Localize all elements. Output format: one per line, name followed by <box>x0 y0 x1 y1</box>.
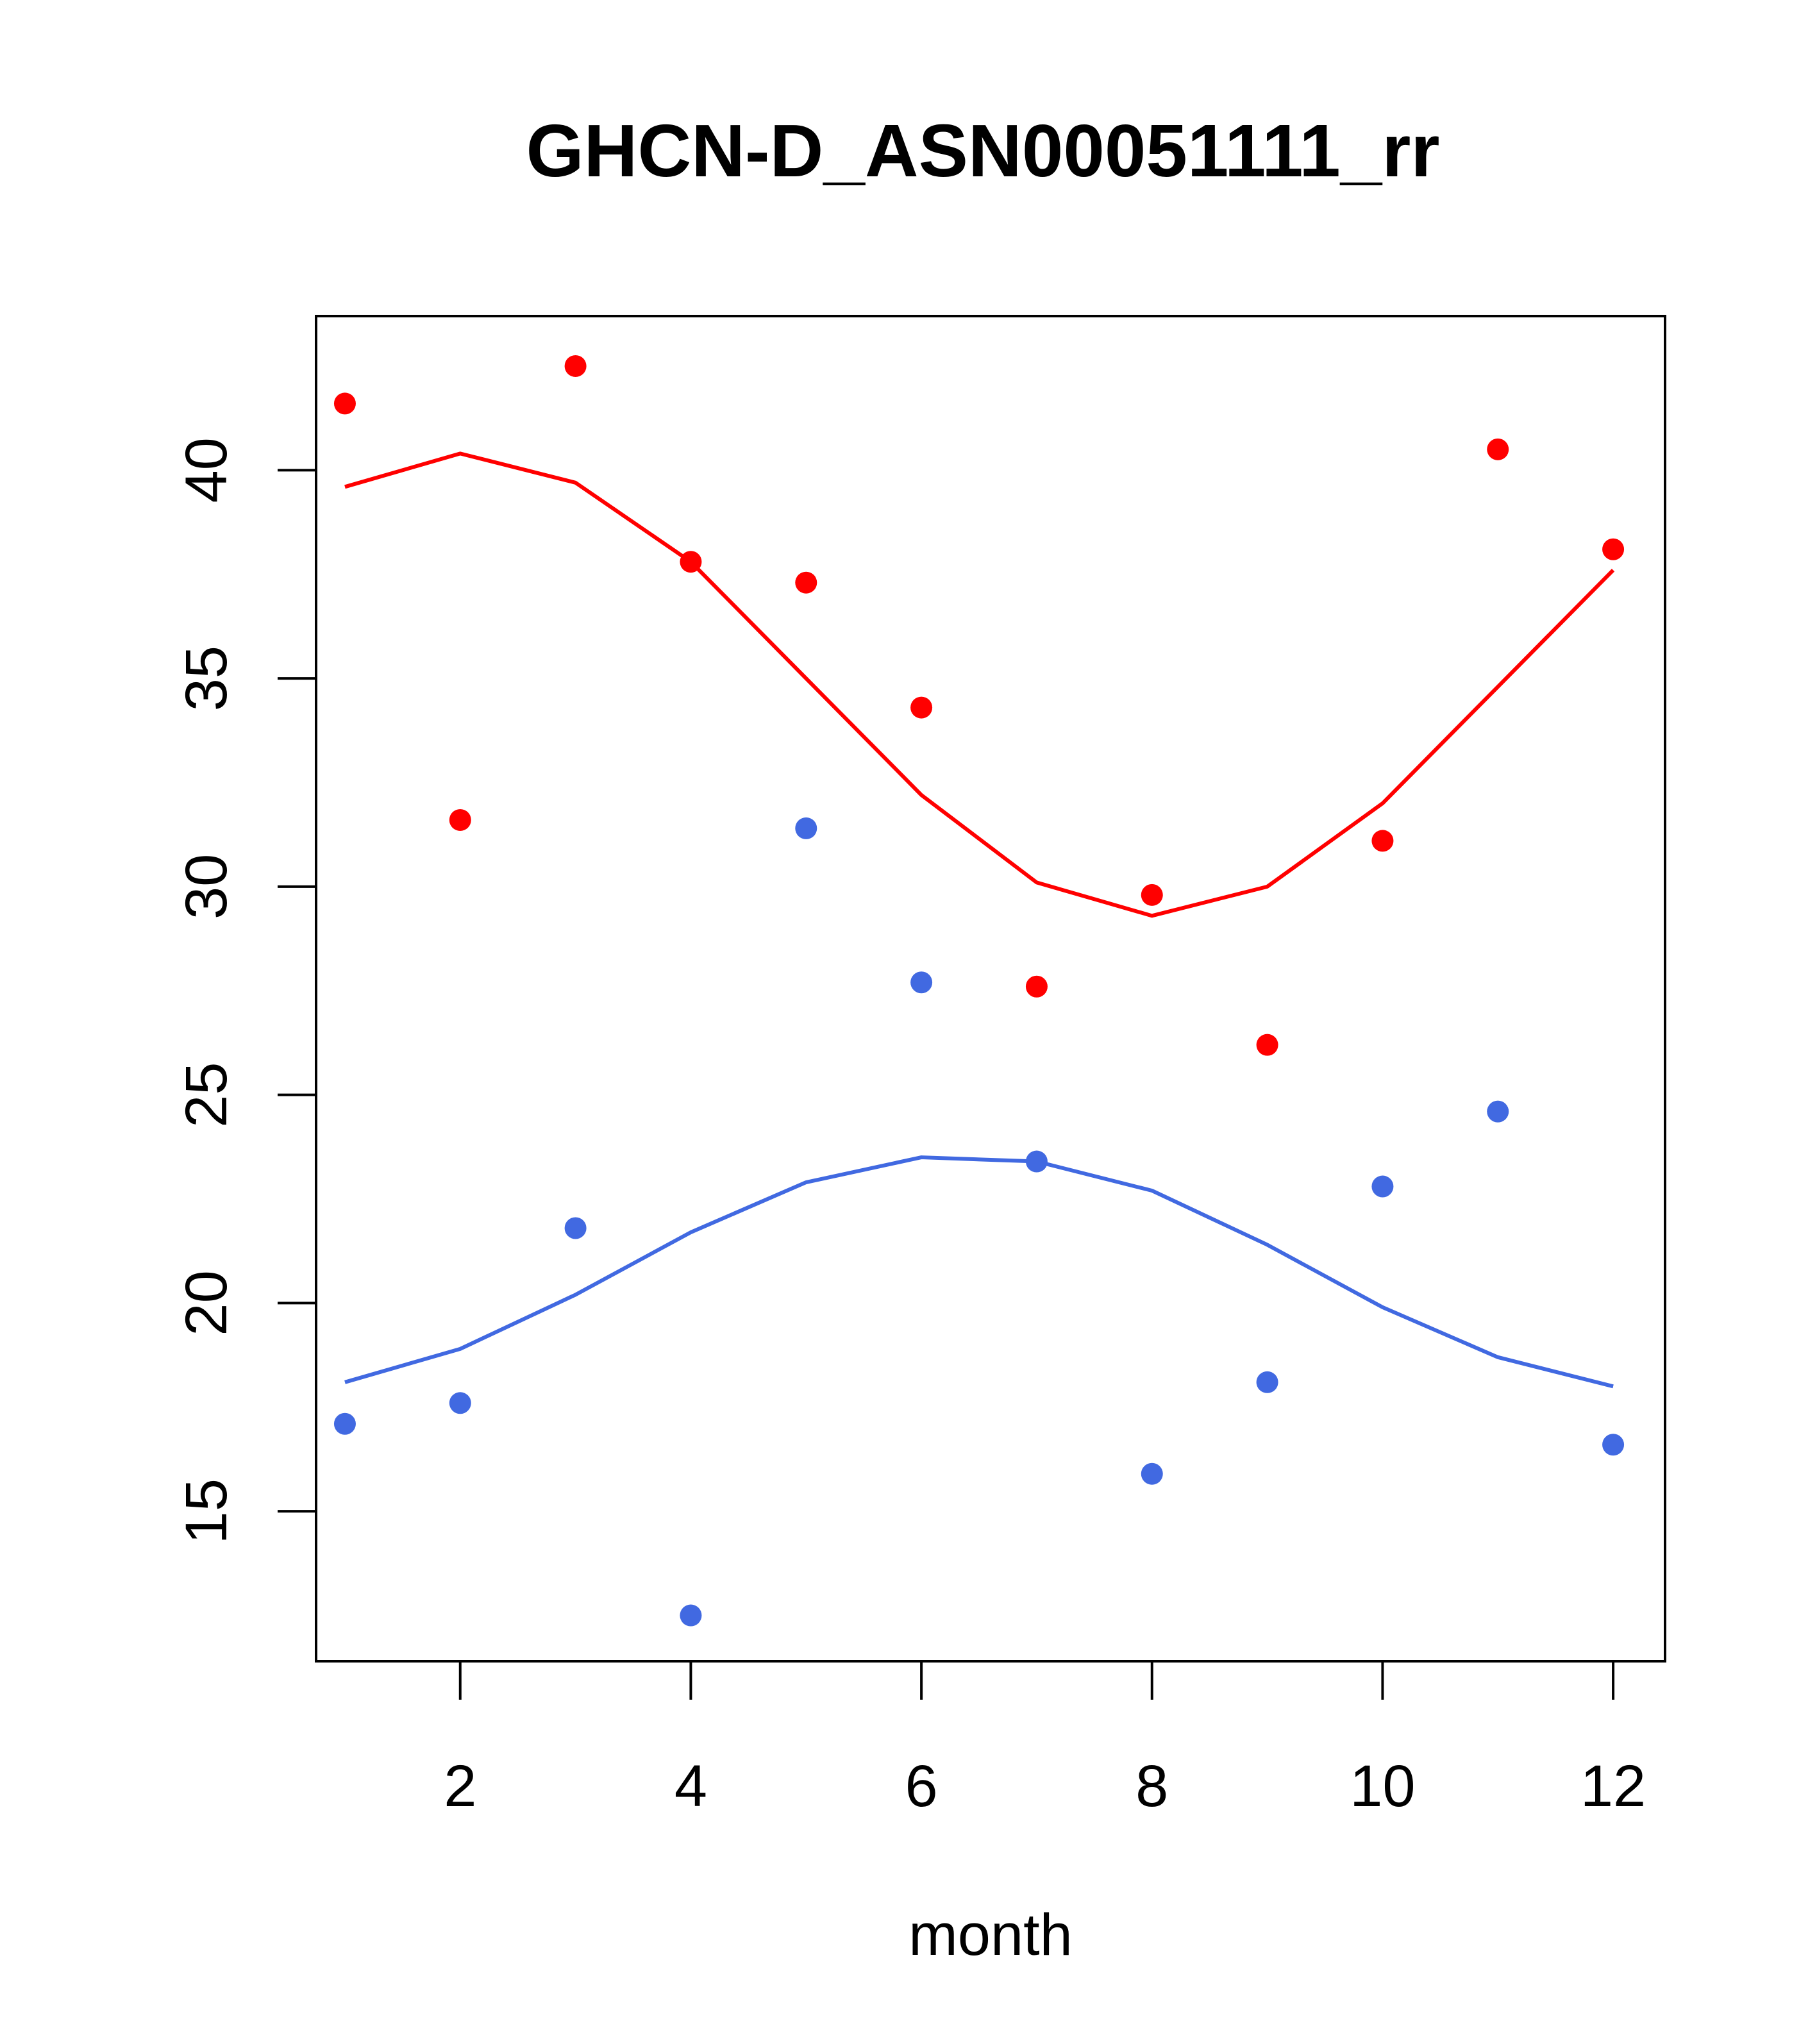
x-tick-label: 4 <box>674 1754 707 1819</box>
series-1-point <box>333 392 356 415</box>
plot-frame <box>315 315 1666 1663</box>
y-tick-label: 15 <box>174 1479 239 1544</box>
y-tick-label: 20 <box>174 1270 239 1336</box>
series-1-point <box>1025 975 1048 998</box>
series-2-point <box>1025 1150 1048 1173</box>
series-1-point <box>449 808 471 831</box>
series-1-point <box>564 355 587 377</box>
series-1-point <box>910 696 933 719</box>
x-tick-label: 10 <box>1350 1754 1415 1819</box>
x-tick-label: 8 <box>1135 1754 1168 1819</box>
series-1-point <box>1371 830 1394 852</box>
series-2-point <box>333 1412 356 1435</box>
series-2-point <box>680 1604 702 1627</box>
series-2-point <box>1602 1434 1625 1456</box>
axes: 2 4 6 8 10 12 15 20 25 30 35 40 <box>174 437 1646 1819</box>
series-2-point <box>449 1392 471 1414</box>
series-1-point <box>1256 1034 1278 1056</box>
y-tick-label: 40 <box>174 437 239 503</box>
series-2-line <box>344 1155 1614 1389</box>
y-tick-label: 35 <box>174 646 239 711</box>
x-axis-label: month <box>908 1902 1073 1968</box>
series-2-point <box>910 971 933 994</box>
x-tick-label: 2 <box>444 1754 476 1819</box>
y-tick-label: 25 <box>174 1062 239 1127</box>
plot-area <box>333 355 1625 1627</box>
series-1-point <box>1141 884 1163 906</box>
chart-title: GHCN-D_ASN00051111_rr <box>526 109 1439 192</box>
y-tick-label: 30 <box>174 854 239 919</box>
series-2-point <box>1256 1371 1278 1393</box>
series-2-point <box>1141 1462 1163 1485</box>
series-2-point <box>1371 1175 1394 1198</box>
series-1-point <box>795 571 817 594</box>
series-2-point <box>795 817 817 839</box>
series-1-point <box>680 551 702 573</box>
series-2-point <box>1487 1100 1509 1123</box>
x-tick-label: 6 <box>905 1754 938 1819</box>
series-2-point <box>564 1217 587 1239</box>
x-tick-label: 12 <box>1580 1754 1646 1819</box>
series-1-point <box>1487 438 1509 460</box>
series-1-point <box>1602 538 1625 560</box>
series-1-line <box>344 451 1615 918</box>
